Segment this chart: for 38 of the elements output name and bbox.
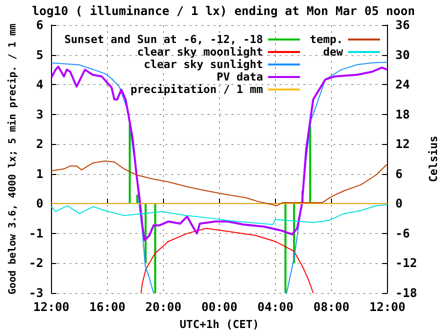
legend-label: Sunset and Sun at -6, -12, -18 (64, 33, 263, 46)
y2-tick-label: -18 (395, 286, 418, 300)
legend-label: precipitation / 1 mm (130, 83, 264, 96)
legend-label: clear sky sunlight (144, 58, 263, 71)
y-tick-label: 2 (36, 137, 44, 152)
y-axis-title: Good below 3.6, 4000 lx; 5 min precip. / 1 mm (6, 24, 18, 294)
y-tick-label: -1 (28, 226, 44, 240)
x-tick-label: 00:00 (201, 300, 238, 314)
x-tick-label: 04:00 (257, 300, 294, 314)
legend-label: temp. (310, 33, 343, 46)
x-axis-title: UTC+1h (CET) (180, 318, 260, 331)
y2-tick-label: -12 (395, 256, 418, 270)
y2-tick-label: 30 (395, 48, 410, 62)
chart-title: log10 ( illuminance / 1 lx) ending at Mon Mar 05 noon (32, 4, 415, 18)
y-tick-label: 6 (36, 18, 44, 32)
x-tick-label: 16:00 (89, 300, 126, 314)
y2-tick-label: 12 (395, 137, 410, 152)
y-tick-label: 5 (36, 48, 44, 62)
y2-axis-title: Celsius (427, 136, 440, 182)
y-tick-label: 1 (36, 166, 44, 181)
y-tick-label: 3 (36, 107, 44, 122)
x-tick-label: 12:00 (33, 300, 70, 314)
y-tick-label: 0 (36, 196, 44, 211)
y-tick-label: -3 (28, 286, 44, 300)
y2-tick-label: 0 (395, 196, 403, 211)
legend-label: clear sky moonlight (137, 46, 263, 58)
legend-label: PV data (216, 70, 263, 84)
legend-label: dew (323, 46, 344, 58)
y2-tick-label: 6 (395, 166, 403, 181)
x-tick-label: 12:00 (369, 300, 406, 314)
y-tick-label: -2 (28, 256, 44, 270)
x-tick-label: 08:00 (313, 300, 350, 314)
y-tick-label: 4 (36, 78, 44, 92)
y2-tick-label: 24 (395, 78, 410, 92)
y2-tick-label: 36 (395, 18, 410, 32)
y2-tick-label: -6 (395, 226, 410, 240)
x-tick-label: 20:00 (145, 300, 182, 314)
y2-tick-label: 18 (395, 107, 410, 122)
